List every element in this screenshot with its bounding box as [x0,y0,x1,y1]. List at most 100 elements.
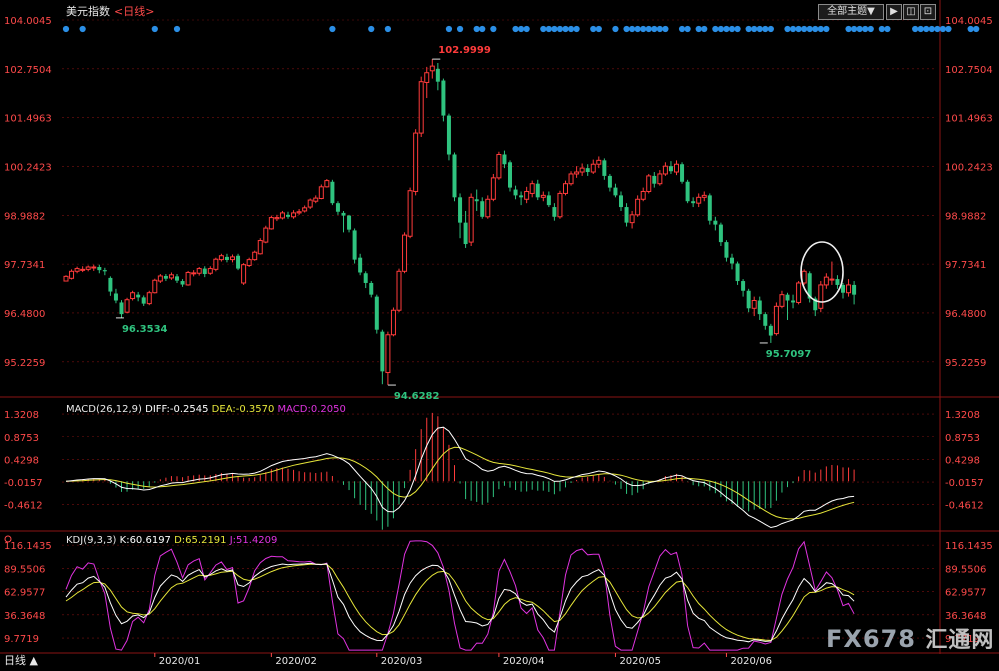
candle-body [413,132,419,192]
signal-dot [79,25,86,33]
signal-dot [717,25,725,33]
annotation-label-low: 96.3534 [122,324,168,335]
candle-body [646,175,652,192]
signal-dot [712,25,719,33]
macd-tick-label-right: -0.4612 [945,501,984,512]
candle-body [557,192,563,218]
signal-dot [595,25,602,33]
candle-body [508,162,512,188]
candle-body [163,275,168,279]
candle-body [480,201,485,217]
candle-body [773,305,779,335]
candle-body [263,227,269,243]
main-tick-label-left: 97.7341 [4,260,45,271]
candle-body [513,189,518,196]
nav-play-button[interactable]: ▶ [886,4,902,20]
timeframe-toggle-button[interactable]: 日线 ▲ [4,654,38,667]
signal-dot [789,25,797,33]
candle-body [407,190,413,237]
signal-dot [473,25,480,33]
kdj-lines [65,540,855,651]
candle-body [347,215,352,230]
kdj-legend-title: KDJ(9,3,3) [66,535,120,546]
annotation-label-high: 102.9999 [438,45,491,56]
candle-body [91,266,97,269]
date-tick-label: 2020/05 [619,656,661,667]
candle-body [496,153,502,179]
macd-tick-label-right: 1.3208 [945,410,980,421]
candle-body [579,167,585,173]
macd-legend-diff: DIFF:-0.2545 [145,404,212,415]
candle-body [175,276,179,281]
candle-body [191,272,197,275]
signal-dot [878,25,885,33]
signal-dot [573,25,580,33]
candle-body [341,212,346,216]
signal-dot [567,25,575,33]
main-tick-label-right: 98.9882 [945,211,986,222]
signal-dot [867,25,874,33]
main-y-axis: 104.0045 104.0045 102.7504 102.7504 101.4963… [4,16,993,369]
kdj-tick-label-right: 89.5506 [945,564,986,575]
candle-body [202,268,207,275]
candle-body [852,284,857,295]
candle-body [485,198,491,218]
macd-tick-label-left: 0.4298 [4,455,39,466]
candle-body [563,183,568,194]
candle-body [119,302,124,315]
candle-body [302,207,308,212]
candle-body [63,275,69,282]
candle-body [568,173,574,185]
signal-dot [678,25,686,33]
theme-selector-button[interactable]: 全部主题▼ [818,4,884,20]
candle-body [841,284,845,293]
nav-window-button[interactable]: ⊡ [920,4,936,20]
signal-dot [845,25,852,33]
signal-dot [801,25,808,33]
candle-body [352,230,357,260]
candle-body [318,186,324,199]
signal-dot [562,25,569,33]
main-tick-label-right: 104.0045 [945,16,993,27]
signal-dot [640,25,647,33]
candle-body [196,268,202,274]
signal-dot [368,25,375,33]
kdj-panel: KDJ(9,3,3) K:60.6197 D:65.2191 J:51.4209… [4,535,993,651]
nav-split-button[interactable]: ◫ [903,4,919,20]
candle-body [458,197,463,223]
candle-body [680,164,685,182]
macd-tick-label-right: 0.4298 [945,455,980,466]
signal-dot [812,25,819,33]
candle-body [330,181,335,204]
kdj-j-line [65,540,855,651]
candle-body [69,270,75,279]
candle-body [657,173,663,185]
candle-body [751,300,757,309]
candle-body [524,190,530,200]
candle-body [252,251,258,261]
candle-body [624,207,629,223]
signal-dot [795,25,802,33]
signal-dots [62,25,980,33]
signal-dot [523,25,530,33]
kdj-tick-label-left: 9.7719 [4,634,39,645]
candle-body [185,271,191,286]
macd-legend-text: MACD(26,12,9) DIFF:-0.2545 DEA:-0.3570 M… [66,404,346,415]
candle-body [74,268,80,272]
candle-body [768,325,773,336]
candle-body [807,273,812,299]
candle-body [635,198,641,216]
watermark-brand: FX678 [826,625,916,653]
candle-body [741,281,746,291]
kdj-k-line [65,562,855,643]
candle-body [435,68,440,82]
candle-body [813,298,818,311]
macd-legend-macd: MACD:0.2050 [278,404,346,415]
candle-body [463,222,468,245]
kdj-tick-label-left: 116.1435 [4,541,52,552]
macd-diff-line [65,426,855,529]
price-annotations: 96.3534 94.6282 102.9999 95.7097 [115,45,844,402]
kdj-tick-label-left: 36.3648 [4,611,45,622]
candle-body [607,175,612,188]
candle-body [490,177,496,200]
